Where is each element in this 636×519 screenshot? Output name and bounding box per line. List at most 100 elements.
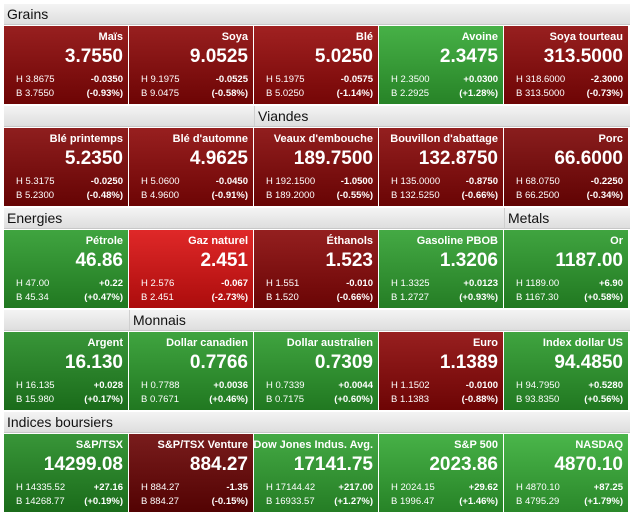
quote-name: Pétrole <box>85 235 123 247</box>
quote-change: +0.028 <box>93 380 123 391</box>
quote-high: H 17144.42 <box>266 482 316 493</box>
quote-change: -0.067 <box>221 278 248 289</box>
quote-name: S&P/TSX <box>75 439 123 451</box>
quote-percent: (+0.56%) <box>584 394 623 405</box>
quote-high: H 192.1500 <box>266 176 316 187</box>
quote-change: +0.0044 <box>338 380 373 391</box>
quote-name: Blé printemps <box>49 133 123 145</box>
quote-high: H 94.7950 <box>516 380 560 391</box>
quote-high: H 2024.15 <box>391 482 435 493</box>
quote-low: B 45.34 <box>16 292 49 303</box>
quote-name: Avoine <box>461 31 498 43</box>
quote-change: +87.25 <box>593 482 623 493</box>
quote-tile: Blé printemps 5.2350 H 5.3175 -0.0250 B 5.23… <box>4 128 128 206</box>
quote-value: 1.1389 <box>439 352 498 373</box>
quote-name: Soya <box>221 31 248 43</box>
quote-tile: Or 1187.00 H 1189.00 +6.90 B 1167.30 (+0.58%) <box>504 230 628 308</box>
quote-low: B 5.2300 <box>16 190 55 201</box>
quote-low: B 1167.30 <box>516 292 559 303</box>
quote-name: S&P 500 <box>454 439 498 451</box>
quote-percent: (-0.55%) <box>336 190 373 201</box>
quote-change: +217.00 <box>338 482 373 493</box>
quote-name: Veaux d'embouche <box>273 133 373 145</box>
quote-high: H 2.3500 <box>391 74 430 85</box>
quote-percent: (+1.46%) <box>459 496 498 507</box>
section-title: Viandes <box>254 106 308 126</box>
quote-change: -0.2250 <box>590 176 623 187</box>
quote-low: B 313.5000 <box>516 88 565 99</box>
quote-percent: (-0.58%) <box>211 88 248 99</box>
quote-high: H 5.1975 <box>266 74 305 85</box>
quote-percent: (-0.34%) <box>586 190 623 201</box>
quote-high: H 318.6000 <box>516 74 566 85</box>
section-title: Grains <box>7 6 49 22</box>
quote-tile: NASDAQ 4870.10 H 4870.10 +87.25 B 4795.29 (+1… <box>504 434 628 512</box>
quote-tile: Bouvillon d'abattage 132.8750 H 135.0000 -0… <box>379 128 503 206</box>
quote-low: B 16933.57 <box>266 496 315 507</box>
quote-high: H 1189.00 <box>516 278 560 289</box>
section-header-bar: Monnais <box>4 310 630 331</box>
quote-tile: Soya tourteau 313.5000 H 318.6000 -2.3000 B … <box>504 26 628 104</box>
quote-change: -0.0525 <box>215 74 248 85</box>
quote-change: +6.90 <box>598 278 623 289</box>
quote-value: 2023.86 <box>429 454 498 475</box>
section-header-bar: Energies Metals <box>4 208 630 229</box>
quote-tile: Blé d'automne 4.9625 H 5.0600 -0.0450 B 4.96… <box>129 128 253 206</box>
quote-value: 5.0250 <box>314 46 373 67</box>
quote-change: -0.0250 <box>90 176 123 187</box>
quote-percent: (+0.60%) <box>334 394 373 405</box>
quote-high: H 2.576 <box>141 278 175 289</box>
quote-value: 313.5000 <box>543 46 623 67</box>
section-header-bar: Viandes <box>4 106 630 127</box>
quote-percent: (+0.58%) <box>584 292 623 303</box>
quote-high: H 68.0750 <box>516 176 560 187</box>
quote-value: 66.6000 <box>554 148 623 169</box>
quote-low: B 4795.29 <box>516 496 560 507</box>
section-header-bar: Grains <box>4 4 630 25</box>
quote-value: 14299.08 <box>43 454 123 475</box>
quote-low: B 189.2000 <box>266 190 315 201</box>
quote-tile: Soya 9.0525 H 9.1975 -0.0525 B 9.0475 (-0.58%… <box>129 26 253 104</box>
quote-high: H 884.27 <box>141 482 180 493</box>
quote-change: -0.0350 <box>90 74 123 85</box>
quote-value: 1.523 <box>325 250 373 271</box>
quote-change: -2.3000 <box>590 74 623 85</box>
quote-name: Or <box>610 235 623 247</box>
section-title: Metals <box>504 208 549 228</box>
quote-tile: Blé 5.0250 H 5.1975 -0.0575 B 5.0250 (-1.14%) <box>254 26 378 104</box>
quote-value: 3.7550 <box>64 46 123 67</box>
quote-value: 17141.75 <box>293 454 373 475</box>
quote-low: B 66.2500 <box>516 190 560 201</box>
quote-tile: Maïs 3.7550 H 3.8675 -0.0350 B 3.7550 (-0.93%… <box>4 26 128 104</box>
quote-high: H 0.7788 <box>141 380 180 391</box>
quote-percent: (+0.47%) <box>84 292 123 303</box>
quote-name: Gaz naturel <box>188 235 248 247</box>
quote-tile: Gasoline PBOB 1.3206 H 1.3325 +0.0123 B 1.27… <box>379 230 503 308</box>
quote-value: 2.3475 <box>439 46 498 67</box>
quote-low: B 5.0250 <box>266 88 305 99</box>
quote-change: +0.0036 <box>213 380 248 391</box>
quote-change: +0.0123 <box>463 278 498 289</box>
quote-change: +0.5280 <box>588 380 623 391</box>
quote-low: B 132.5250 <box>391 190 440 201</box>
quote-tile: Veaux d'embouche 189.7500 H 192.1500 -1.050… <box>254 128 378 206</box>
quote-value: 189.7500 <box>293 148 373 169</box>
quote-change: +27.16 <box>93 482 123 493</box>
quote-low: B 2.2925 <box>391 88 430 99</box>
quote-value: 46.86 <box>75 250 123 271</box>
quote-value: 0.7309 <box>314 352 373 373</box>
quote-low: B 884.27 <box>141 496 180 507</box>
quote-tile: Éthanols 1.523 H 1.551 -0.010 B 1.520 (-0.66%… <box>254 230 378 308</box>
quote-low: B 14268.77 <box>16 496 65 507</box>
quote-name: Porc <box>598 133 623 145</box>
section-header-bar: Indices boursiers <box>4 412 630 433</box>
quote-low: B 1.2727 <box>391 292 430 303</box>
quote-tile: S&P/TSX 14299.08 H 14335.52 +27.16 B 14268.7… <box>4 434 128 512</box>
quote-high: H 0.7339 <box>266 380 305 391</box>
quote-change: +0.0300 <box>463 74 498 85</box>
quote-name: Euro <box>472 337 498 349</box>
quote-name: Maïs <box>98 31 123 43</box>
quote-percent: (-0.15%) <box>211 496 248 507</box>
quote-tile: Porc 66.6000 H 68.0750 -0.2250 B 66.2500 (-0.… <box>504 128 628 206</box>
quote-change: -0.0575 <box>340 74 373 85</box>
